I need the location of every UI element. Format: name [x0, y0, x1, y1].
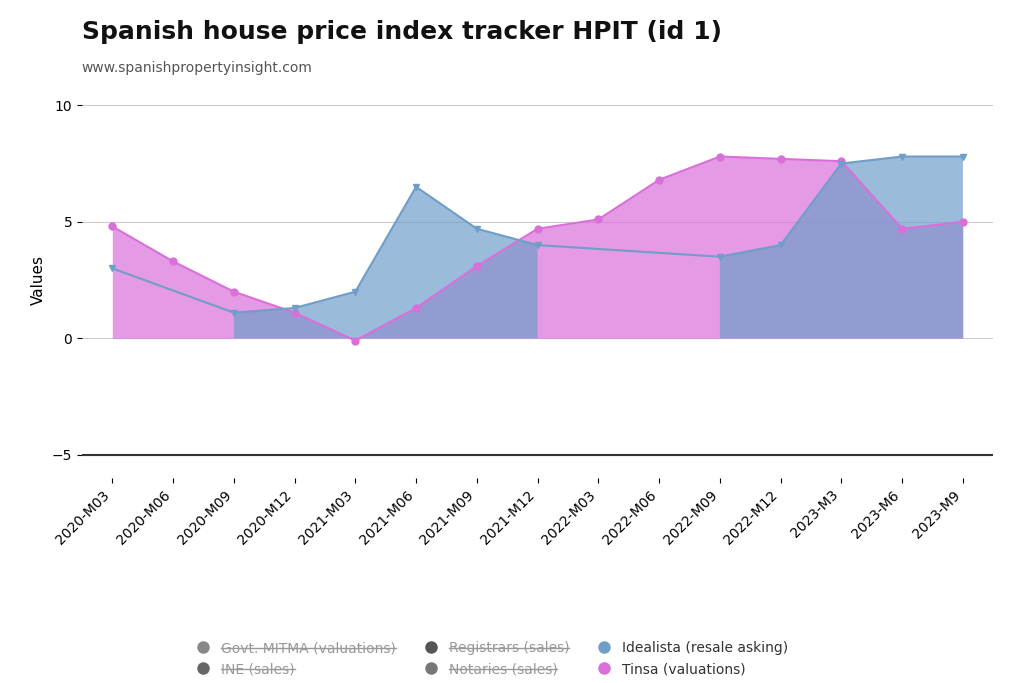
Text: www.spanishpropertyinsight.com: www.spanishpropertyinsight.com [82, 61, 312, 75]
Text: Spanish house price index tracker HPIT (id 1): Spanish house price index tracker HPIT (… [82, 20, 722, 44]
Y-axis label: Values: Values [32, 255, 46, 305]
Legend: Govt. MITMA (valuations), INE (sales), Registrars (sales), Notaries (sales), Ide: Govt. MITMA (valuations), INE (sales), R… [190, 636, 794, 682]
